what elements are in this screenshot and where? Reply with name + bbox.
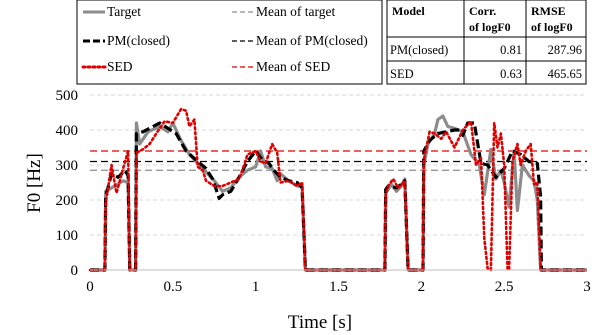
y-tick-label: 0 [71, 263, 79, 279]
legend-item: Mean of SED [232, 59, 330, 74]
table-cell-rmse: 287.96 [548, 43, 582, 57]
legend-label: Mean of target [256, 4, 335, 19]
legend-item: Mean of PM(closed) [232, 33, 368, 48]
x-tick-label: 1.5 [329, 279, 348, 295]
legend-label: SED [107, 59, 133, 74]
x-tick-label: 0 [86, 279, 94, 295]
x-tick-label: 3 [583, 279, 591, 295]
table-cell-rmse: 465.65 [548, 67, 582, 81]
x-tick-label: 2 [418, 279, 426, 295]
axes: 0 0.5 1 1.5 2 2.5 3 0 100 200 300 400 500 [56, 88, 591, 295]
legend-item: Target [83, 4, 141, 19]
x-tick-label: 1 [252, 279, 260, 295]
y-tick-label: 500 [56, 88, 79, 104]
y-tick-label: 100 [56, 228, 79, 244]
table-header: of logF0 [469, 20, 511, 34]
table-cell-corr: 0.63 [500, 67, 522, 81]
series-lines [88, 107, 589, 272]
mean-lines [90, 150, 587, 171]
table-cell-model: PM(closed) [390, 43, 448, 57]
legend: Target Mean of target PM(closed) Mean of PM… [76, 0, 383, 85]
table-header: of logF0 [531, 20, 573, 34]
series-line-sed [88, 107, 589, 272]
legend-label: Target [107, 4, 141, 19]
legend-frame [76, 0, 383, 85]
series-line-pm-closed- [90, 121, 587, 272]
legend-label: PM(closed) [107, 33, 170, 48]
table-header: Model [392, 4, 425, 18]
legend-label: Mean of PM(closed) [256, 33, 368, 48]
x-tick-label: 0.5 [163, 279, 182, 295]
y-tick-label: 400 [56, 123, 79, 139]
metrics-table: Model Corr. of logF0 RMSE of logF0 PM(closed)… [386, 0, 587, 85]
legend-label: Mean of SED [256, 59, 330, 74]
y-tick-label: 300 [56, 158, 79, 174]
legend-item: PM(closed) [83, 33, 170, 48]
table-header: Corr. [469, 4, 496, 18]
legend-item: SED [81, 59, 133, 74]
table-cell-corr: 0.81 [500, 43, 522, 57]
table-cell-model: SED [390, 67, 414, 81]
table-header: RMSE [531, 4, 566, 18]
y-tick-label: 200 [56, 193, 79, 209]
y-axis-label: F0 [Hz] [24, 153, 45, 213]
x-tick-label: 2.5 [495, 279, 514, 295]
legend-item: Mean of target [232, 4, 335, 19]
x-axis-label: Time [s] [288, 312, 352, 333]
table-frame [386, 0, 587, 85]
